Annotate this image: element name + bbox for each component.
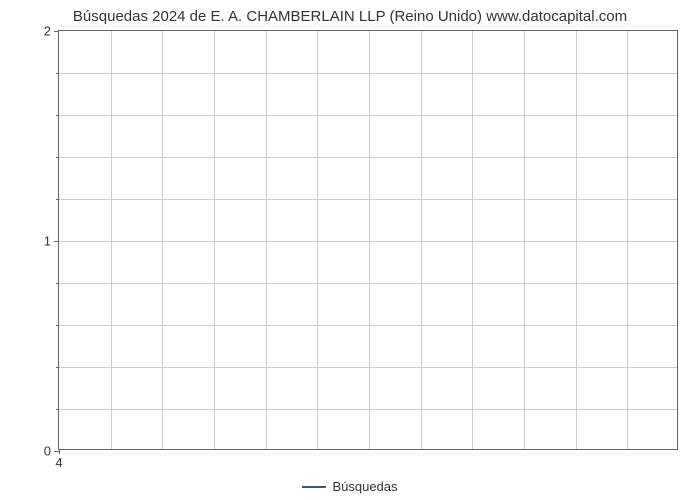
- grid-line-h: [59, 73, 677, 74]
- chart-title: Búsquedas 2024 de E. A. CHAMBERLAIN LLP …: [0, 8, 700, 25]
- grid-line-h: [59, 409, 677, 410]
- legend: Búsquedas: [0, 479, 700, 494]
- grid-line-h: [59, 199, 677, 200]
- grid-line-h: [59, 283, 677, 284]
- y-tick-label: 1: [44, 234, 51, 249]
- y-minor-tick-mark: [56, 283, 59, 284]
- grid-line-h: [59, 157, 677, 158]
- grid-line-v: [266, 31, 267, 449]
- grid-line-v: [472, 31, 473, 449]
- plot-area: 0124: [58, 30, 678, 450]
- y-tick-label: 2: [44, 24, 51, 39]
- grid-line-h: [59, 367, 677, 368]
- grid-line-h: [59, 325, 677, 326]
- grid-line-h: [59, 115, 677, 116]
- legend-line-icon: [302, 486, 326, 488]
- y-minor-tick-mark: [56, 199, 59, 200]
- y-minor-tick-mark: [56, 325, 59, 326]
- grid-line-v: [162, 31, 163, 449]
- grid-line-v: [576, 31, 577, 449]
- grid-line-v: [524, 31, 525, 449]
- grid-line-v: [111, 31, 112, 449]
- x-tick-mark: [59, 449, 60, 454]
- grid-line-v: [369, 31, 370, 449]
- grid-line-v: [317, 31, 318, 449]
- y-tick-mark: [54, 241, 59, 242]
- y-minor-tick-mark: [56, 115, 59, 116]
- grid-line-v: [421, 31, 422, 449]
- x-tick-label: 4: [55, 455, 62, 470]
- y-minor-tick-mark: [56, 367, 59, 368]
- grid-line-v: [627, 31, 628, 449]
- grid-line-h: [59, 241, 677, 242]
- grid-line-v: [214, 31, 215, 449]
- y-tick-label: 0: [44, 444, 51, 459]
- y-minor-tick-mark: [56, 157, 59, 158]
- y-tick-mark: [54, 31, 59, 32]
- chart-container: Búsquedas 2024 de E. A. CHAMBERLAIN LLP …: [0, 0, 700, 500]
- y-minor-tick-mark: [56, 409, 59, 410]
- y-minor-tick-mark: [56, 73, 59, 74]
- legend-label: Búsquedas: [332, 479, 397, 494]
